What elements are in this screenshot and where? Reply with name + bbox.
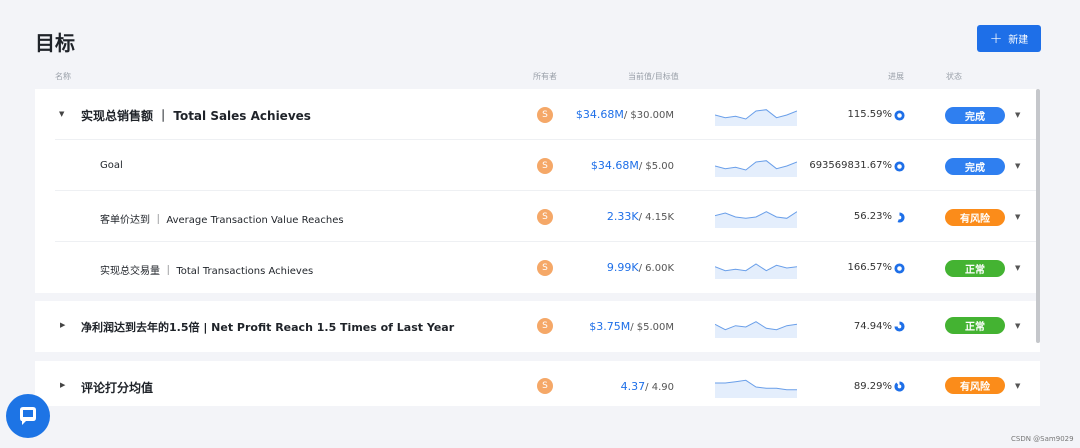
trend-sparkline: [715, 160, 797, 177]
table-row[interactable]: 实现总交易量 ｜ Total Transactions Achieves S 9…: [35, 242, 1040, 293]
scrollbar[interactable]: [1036, 89, 1040, 343]
progress-pie-icon: [894, 321, 905, 332]
progress-pie-icon: [894, 263, 905, 274]
target-value: / $5.00M: [630, 322, 674, 333]
row-dropdown-icon[interactable]: ▼: [1015, 162, 1021, 170]
row-divider: [55, 241, 1040, 242]
progress-text: 166.57%: [847, 262, 893, 273]
row-dropdown-icon[interactable]: ▼: [1015, 213, 1021, 221]
table-row[interactable]: 客单价达到 ｜ Average Transaction Value Reache…: [35, 191, 1040, 242]
table-row[interactable]: Goal S $34.68M/ $5.00 693569831.67% 完成 ▼: [35, 140, 1040, 191]
target-value: / $30.00M: [623, 110, 674, 121]
goal-group-1: ▼ 实现总销售额 ｜ Total Sales Achieves S $34.68…: [35, 89, 1040, 293]
caret-right-icon[interactable]: ▶: [60, 321, 66, 329]
current-value: $34.68M: [590, 159, 639, 172]
owner-avatar: S: [537, 260, 553, 276]
trend-sparkline: [715, 211, 797, 228]
row-dropdown-icon[interactable]: ▼: [1015, 382, 1021, 390]
row-dropdown-icon[interactable]: ▼: [1015, 322, 1021, 330]
current-target-value: 2.33K/ 4.15K: [607, 210, 674, 223]
trend-sparkline: [715, 263, 797, 279]
caret-down-icon[interactable]: ▼: [59, 110, 65, 118]
current-value: 4.37: [620, 380, 646, 393]
progress-text: 56.23%: [853, 211, 892, 222]
goal-name[interactable]: 净利润达到去年的1.5倍 | Net Profit Reach 1.5 Time…: [81, 321, 455, 334]
plus-icon: +: [989, 29, 1003, 47]
chat-button[interactable]: [6, 394, 50, 438]
goal-group-2: ▶ 净利润达到去年的1.5倍 | Net Profit Reach 1.5 Ti…: [35, 301, 1040, 352]
status-badge: 正常: [945, 260, 1005, 277]
trend-sparkline: [715, 109, 797, 126]
trend-sparkline: [715, 379, 797, 398]
current-value: 2.33K: [606, 210, 639, 223]
trend-sparkline: [715, 321, 797, 338]
goal-name[interactable]: 实现总销售额 ｜ Total Sales Achieves: [81, 109, 311, 123]
owner-avatar: S: [537, 209, 553, 225]
current-target-value: $3.75M/ $5.00M: [589, 320, 674, 333]
goal-name[interactable]: 客单价达到 ｜ Average Transaction Value Reache…: [100, 215, 344, 226]
goal-name[interactable]: 评论打分均值: [81, 381, 154, 395]
target-value: / 6.00K: [638, 263, 674, 274]
progress-pie-icon: [894, 161, 905, 172]
goal-name[interactable]: 实现总交易量 ｜ Total Transactions Achieves: [100, 266, 314, 277]
table-row[interactable]: ▶ 净利润达到去年的1.5倍 | Net Profit Reach 1.5 Ti…: [35, 301, 1040, 352]
current-target-value: $34.68M/ $30.00M: [576, 108, 674, 121]
table-row[interactable]: ▼ 实现总销售额 ｜ Total Sales Achieves S $34.68…: [35, 89, 1040, 140]
target-value: / 4.90: [645, 382, 674, 393]
chat-bubble-icon: [20, 407, 36, 425]
status-badge: 完成: [945, 158, 1005, 175]
owner-avatar: S: [537, 318, 553, 334]
header-current-target: 当前值/目标值: [628, 72, 679, 81]
current-target-value: 9.99K/ 6.00K: [607, 261, 674, 274]
progress-text: 74.94%: [853, 321, 892, 332]
progress-text: 693569831.67%: [809, 160, 892, 171]
new-button-label: 新建: [1008, 35, 1029, 46]
progress-pie-icon: [894, 381, 905, 392]
progress-text: 89.29%: [853, 381, 892, 392]
page-title: 目标: [35, 31, 75, 55]
progress-pie-icon: [894, 110, 905, 121]
owner-avatar: S: [537, 158, 553, 174]
current-target-value: 4.37/ 4.90: [621, 380, 674, 393]
row-divider: [55, 190, 1040, 191]
progress-text: 115.59%: [847, 109, 893, 120]
owner-avatar: S: [537, 378, 553, 394]
row-divider: [55, 139, 1040, 140]
target-value: / $5.00: [638, 161, 674, 172]
status-badge: 有风险: [945, 377, 1005, 394]
watermark: CSDN @Sam9029: [1011, 435, 1074, 443]
status-badge: 有风险: [945, 209, 1005, 226]
progress-pie-icon: [894, 212, 905, 223]
header-status: 状态: [946, 72, 962, 81]
row-dropdown-icon[interactable]: ▼: [1015, 111, 1021, 119]
current-value: $3.75M: [589, 320, 631, 333]
header-progress: 进展: [888, 72, 904, 81]
owner-avatar: S: [537, 107, 553, 123]
header-name: 名称: [55, 72, 71, 81]
status-badge: 正常: [945, 317, 1005, 334]
current-target-value: $34.68M/ $5.00: [591, 159, 674, 172]
row-dropdown-icon[interactable]: ▼: [1015, 264, 1021, 272]
current-value: $34.68M: [575, 108, 624, 121]
goal-name[interactable]: Goal: [100, 160, 123, 171]
new-button[interactable]: + 新建: [977, 25, 1041, 52]
header-owner: 所有者: [533, 72, 557, 81]
caret-right-icon[interactable]: ▶: [60, 381, 66, 389]
status-badge: 完成: [945, 107, 1005, 124]
table-row[interactable]: ▶ 评论打分均值 S 4.37/ 4.90 89.29% 有风险 ▼: [35, 361, 1040, 406]
target-value: / 4.15K: [638, 212, 674, 223]
goal-group-3: ▶ 评论打分均值 S 4.37/ 4.90 89.29% 有风险 ▼: [35, 361, 1040, 406]
current-value: 9.99K: [606, 261, 639, 274]
